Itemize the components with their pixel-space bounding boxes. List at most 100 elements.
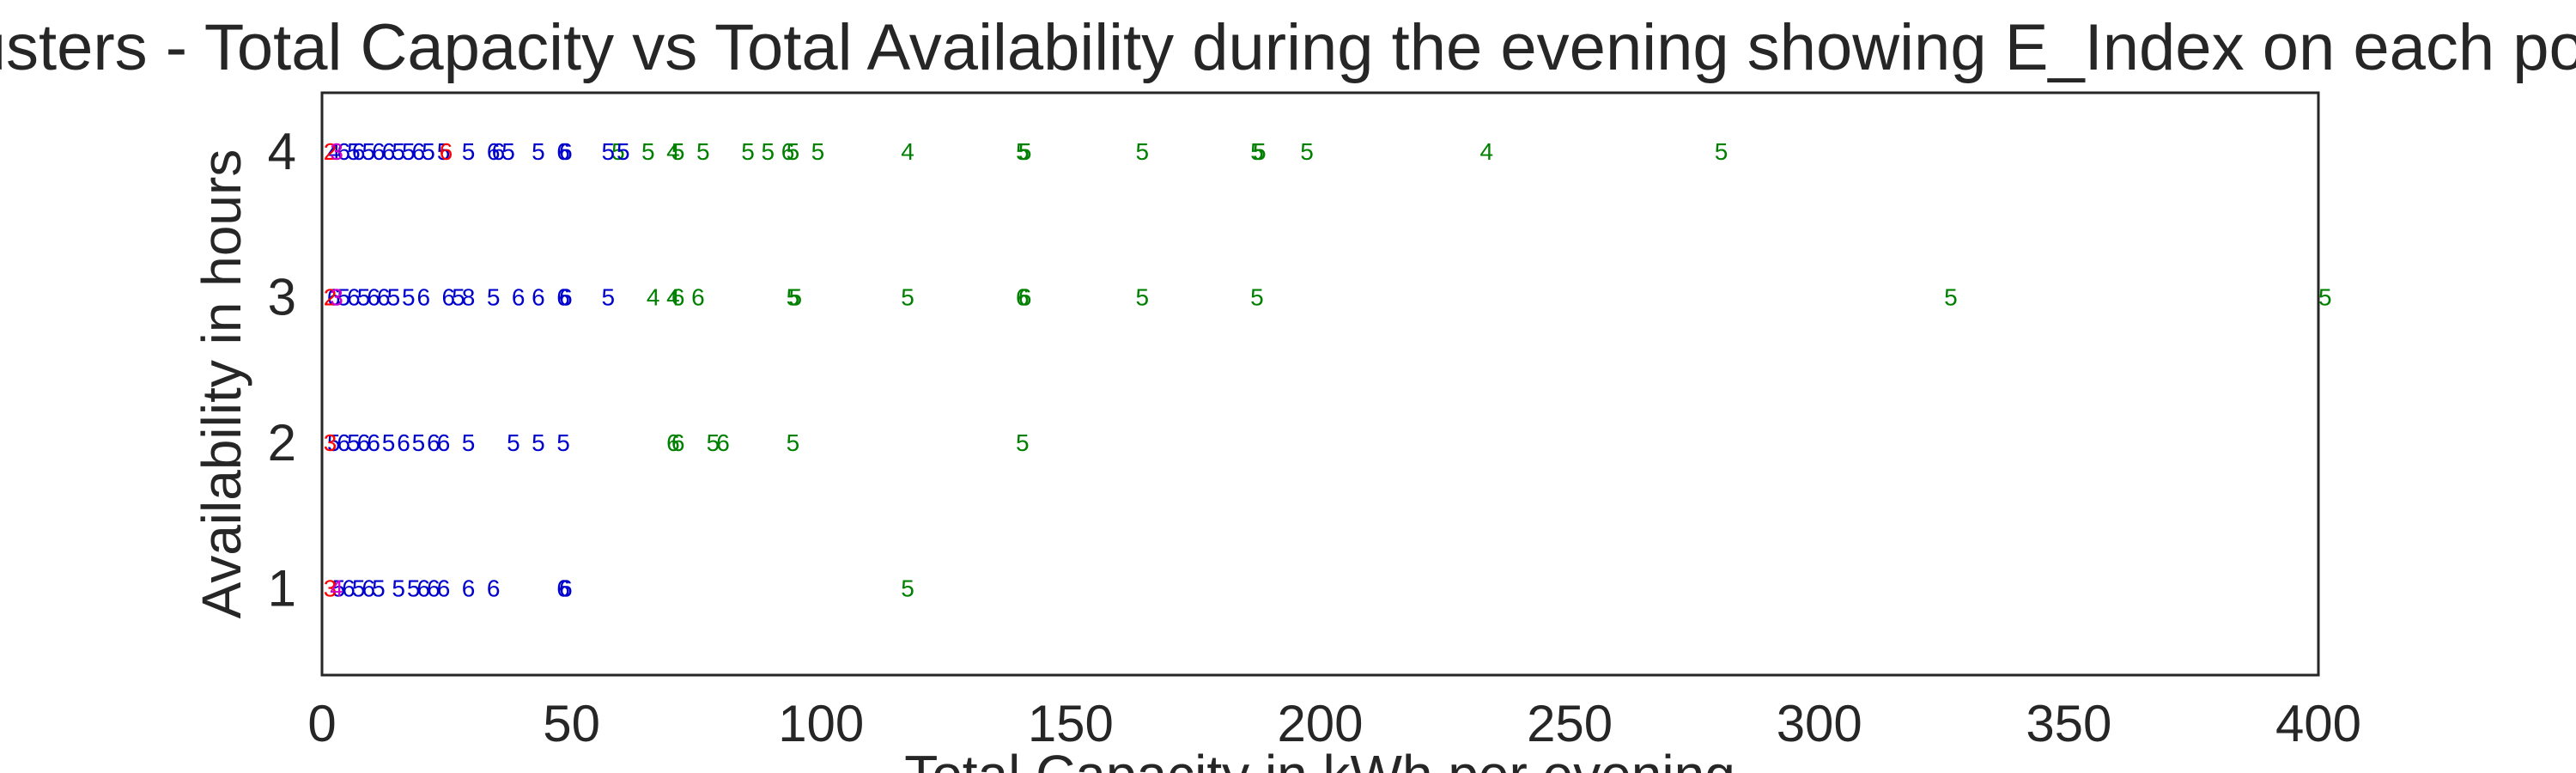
data-point-label: 5 (372, 575, 386, 601)
data-point-label: 5 (532, 138, 545, 165)
data-point-label: 5 (501, 138, 515, 165)
x-tick-labels: 0 50 100 150 200 250 300 350 400 (307, 695, 2361, 752)
x-tick-label: 250 (1527, 695, 1613, 752)
y-axis-label: Availability in hours (191, 149, 252, 619)
data-point-label: 6 (559, 283, 573, 310)
x-tick-label: 150 (1028, 695, 1114, 752)
data-point-label: 6 (671, 429, 685, 456)
data-point-label: 5 (347, 138, 361, 165)
data-point-label: 6 (442, 283, 456, 310)
data-point-label: 6 (671, 283, 685, 310)
data-point-label: 2 (324, 138, 337, 165)
data-point-label: 5 (412, 429, 426, 456)
data-point-label: 4 (901, 138, 914, 165)
data-point-label: 6 (716, 429, 730, 456)
data-point-label: 6 (352, 138, 366, 165)
data-point-label: 5 (762, 138, 775, 165)
data-point-label: 5 (357, 283, 371, 310)
data-point-label: 5 (402, 283, 416, 310)
data-point-label: 5 (452, 283, 465, 310)
data-point-label: 6 (512, 283, 526, 310)
data-point-label: 5 (1016, 138, 1030, 165)
data-point-label: 6 (412, 138, 426, 165)
data-point-label: 5 (707, 429, 720, 456)
data-point-label: 6 (556, 138, 570, 165)
x-tick-label: 400 (2275, 695, 2361, 752)
data-point-label: 5 (387, 283, 401, 310)
data-point-label: 6 (532, 283, 545, 310)
data-point-label: 5 (362, 138, 376, 165)
data-point-label: 6 (462, 575, 476, 601)
data-point-label: 6 (1016, 283, 1030, 310)
data-point-label: 6 (556, 283, 570, 310)
data-point-label: 5 (337, 283, 350, 310)
data-point-label: 8 (462, 283, 476, 310)
data-point-label: 6 (487, 575, 501, 601)
data-point-label: 6 (382, 138, 396, 165)
data-point-label: 5 (487, 283, 501, 310)
data-point-label: 5 (422, 138, 435, 165)
data-point-label: 6 (397, 429, 410, 456)
data-point-label: 6 (556, 575, 570, 601)
data-point-label: 5 (532, 429, 545, 456)
data-point-label: 6 (440, 138, 453, 165)
data-point-label: 4 (666, 283, 680, 310)
data-point-label: 5 (507, 429, 520, 456)
data-point-label: 5 (1018, 138, 1032, 165)
x-tick-label: 100 (778, 695, 864, 752)
data-point-label: 5 (1250, 283, 1264, 310)
data-point-label: 5 (901, 283, 914, 310)
data-point-label: 6 (492, 138, 506, 165)
data-point-label: 5 (901, 575, 914, 601)
data-point-label: 5 (382, 429, 396, 456)
data-points: 5 5 45 5 5 5 65 5 4 55 5 55 5 4 54 46 6 55 5 66 5 5 5 566 56 5 554… (324, 138, 2332, 601)
data-point-label: 5 (1944, 283, 1958, 310)
data-point-label: 5 (402, 138, 416, 165)
data-point-label: 6 (666, 429, 680, 456)
chart-title: Clusters - Total Capacity vs Total Avail… (0, 11, 2576, 84)
data-point-label: 6 (367, 283, 380, 310)
data-point-label: 5 (611, 138, 625, 165)
data-point-label: 6 (342, 575, 355, 601)
data-point-label: 6 (437, 429, 451, 456)
data-point-label: 4 (330, 575, 343, 601)
data-point-label: 5 (787, 283, 800, 310)
data-point-label: 6 (487, 138, 501, 165)
data-point-label: 6 (367, 429, 380, 456)
data-point-label: 5 (811, 138, 825, 165)
data-point-label: 6 (691, 283, 705, 310)
data-point-label: 3 (324, 429, 337, 456)
data-point-label: 6 (427, 575, 440, 601)
data-point-label: 5 (1715, 138, 1728, 165)
data-point-label: 5 (437, 138, 451, 165)
x-tick-label: 0 (307, 695, 336, 752)
data-point-label: 5 (1016, 429, 1030, 456)
data-point-label: 5 (1253, 138, 1267, 165)
y-tick-label: 3 (268, 268, 296, 326)
x-tick-label: 350 (2026, 695, 2111, 752)
data-point-label: 5 (407, 575, 421, 601)
data-point-label: 5 (556, 429, 570, 456)
data-point-label: 3 (330, 283, 343, 310)
data-point-label: 5 (787, 138, 800, 165)
data-point-label: 6 (416, 575, 430, 601)
data-point-label: 5 (696, 138, 710, 165)
data-point-label: 6 (416, 283, 430, 310)
y-tick-labels: 1 2 3 4 (268, 123, 296, 617)
data-point-label: 4 (647, 283, 660, 310)
data-point-label: 2 (324, 283, 337, 310)
data-point-label: 6 (781, 138, 795, 165)
data-point-label: 5 (347, 429, 361, 456)
data-point-label: 5 (602, 283, 616, 310)
data-point-label: 4 (666, 138, 680, 165)
data-point-label: 6 (347, 283, 361, 310)
data-point-label: 5 (671, 138, 685, 165)
x-tick-label: 200 (1277, 695, 1363, 752)
data-point-label: 5 (602, 138, 616, 165)
data-point-label: 5 (1300, 138, 1314, 165)
data-point-label: 5 (741, 138, 755, 165)
x-tick-label: 50 (543, 695, 600, 752)
data-point-label: 5 (1135, 138, 1149, 165)
data-point-label: 5 (788, 283, 802, 310)
